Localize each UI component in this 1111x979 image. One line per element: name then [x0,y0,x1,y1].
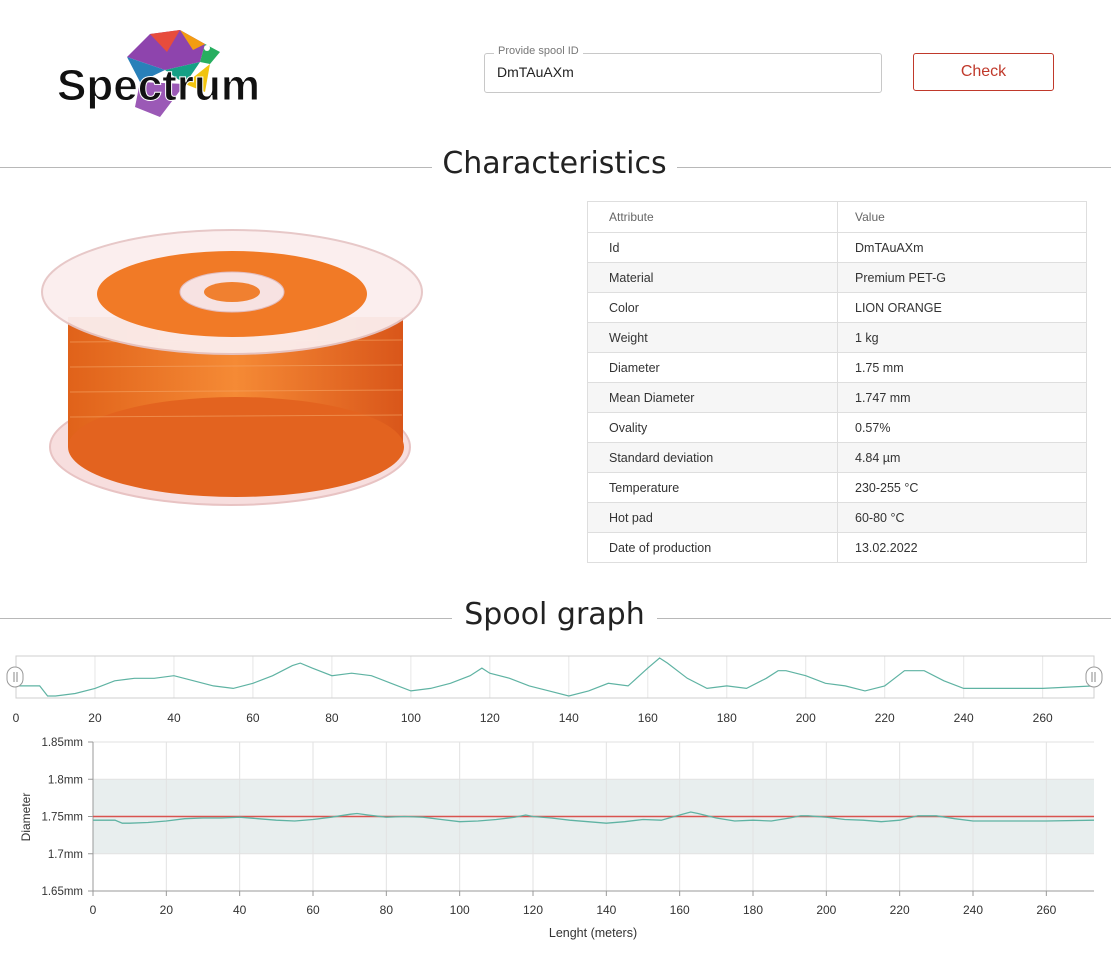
value-cell: 1.747 mm [837,382,1087,413]
table-header-row: Attribute Value [587,201,1087,233]
navigator-tick-label: 100 [401,711,421,725]
attribute-cell: Material [587,262,838,293]
attribute-cell: Hot pad [587,502,838,533]
table-row: Mean Diameter 1.747 mm [587,382,1087,413]
attribute-cell: Ovality [587,412,838,443]
navigator-tick-label: 160 [638,711,658,725]
x-tick-label: 100 [450,903,470,917]
table-row: Ovality 0.57% [587,412,1087,443]
navigator-handle-left[interactable] [6,666,24,688]
spool-id-legend: Provide spool ID [494,45,583,57]
table-row: Diameter 1.75 mm [587,352,1087,383]
value-cell: LION ORANGE [837,292,1087,323]
attribute-cell: Temperature [587,472,838,503]
spool-graph-title: Spool graph [464,597,645,632]
table-row: Id DmTAuAXm [587,232,1087,263]
value-cell: 13.02.2022 [837,532,1087,563]
y-axis-label: Diameter [19,793,33,842]
spool-id-field[interactable]: Provide spool ID [484,45,882,93]
table-row: Standard deviation 4.84 µm [587,442,1087,473]
x-tick-label: 0 [90,903,97,917]
attribute-cell: Weight [587,322,838,353]
value-cell: 4.84 µm [837,442,1087,473]
value-cell: 60-80 °C [837,502,1087,533]
x-tick-label: 40 [233,903,247,917]
attribute-cell: Diameter [587,352,838,383]
value-cell: 1 kg [837,322,1087,353]
attribute-cell: Id [587,232,838,263]
attribute-cell: Date of production [587,532,838,563]
value-cell: Premium PET-G [837,262,1087,293]
check-button[interactable]: Check [913,53,1054,91]
y-tick-label: 1.65mm [41,886,83,898]
attribute-cell: Standard deviation [587,442,838,473]
x-tick-label: 140 [596,903,616,917]
x-tick-label: 240 [963,903,983,917]
navigator-tick-label: 200 [796,711,816,725]
navigator-tick-label: 0 [13,711,20,725]
x-tick-label: 200 [816,903,836,917]
navigator-tick-label: 140 [559,711,579,725]
x-tick-label: 220 [890,903,910,917]
table-row: Weight 1 kg [587,322,1087,353]
divider-left [0,167,432,168]
characteristics-title: Characteristics [442,146,667,181]
x-tick-label: 80 [380,903,394,917]
y-tick-label: 1.7mm [48,849,83,861]
navigator-tick-label: 220 [875,711,895,725]
diameter-chart[interactable]: 1.65mm 1.7mm 1.75mm 1.8mm 1.85mm 0 20 40 60 80 10… [0,735,1111,945]
divider-right [657,618,1111,619]
attribute-cell: Color [587,292,838,323]
spectrum-logo: Spectrum [55,22,275,127]
table-row: Date of production 13.02.2022 [587,532,1087,563]
chameleon-icon [127,30,220,117]
x-axis-label: Lenght (meters) [549,926,637,940]
divider-left [0,618,452,619]
value-cell: DmTAuAXm [837,232,1087,263]
attribute-cell: Mean Diameter [587,382,838,413]
navigator-tick-label: 40 [167,711,181,725]
y-tick-label: 1.85mm [41,737,83,749]
navigator-tick-label: 20 [88,711,102,725]
diameter-series-line [93,811,1095,824]
navigator-series-line [16,657,1095,697]
navigator-tick-label: 240 [954,711,974,725]
table-row: Color LION ORANGE [587,292,1087,323]
table-row: Temperature 230-255 °C [587,472,1087,503]
navigator-tick-label: 60 [246,711,260,725]
column-header-value: Value [837,201,1087,233]
table-row: Hot pad 60-80 °C [587,502,1087,533]
y-tick-label: 1.75mm [41,812,83,824]
x-tick-label: 60 [306,903,320,917]
value-cell: 1.75 mm [837,352,1087,383]
table-row: Material Premium PET-G [587,262,1087,293]
x-tick-label: 260 [1036,903,1056,917]
value-cell: 0.57% [837,412,1087,443]
column-header-attribute: Attribute [587,201,838,233]
y-tick-label: 1.8mm [48,774,83,786]
navigator-handle-right[interactable] [1085,666,1103,688]
x-tick-label: 20 [160,903,174,917]
x-tick-label: 180 [743,903,763,917]
divider-right [677,167,1111,168]
value-cell: 230-255 °C [837,472,1087,503]
navigator-tick-label: 260 [1033,711,1053,725]
navigator-tick-label: 80 [325,711,339,725]
x-tick-label: 120 [523,903,543,917]
spool-id-input[interactable] [497,64,867,80]
x-tick-label: 160 [670,903,690,917]
logo-text: Spectrum [57,61,260,110]
navigator-chart[interactable]: 0 20 40 60 80 100 120 140 160 180 200 220 240 260 [0,650,1111,730]
navigator-tick-label: 180 [717,711,737,725]
characteristics-table: Attribute Value Id DmTAuAXm Material Premi… [587,201,1087,563]
navigator-tick-label: 120 [480,711,500,725]
spool-image [40,222,430,512]
